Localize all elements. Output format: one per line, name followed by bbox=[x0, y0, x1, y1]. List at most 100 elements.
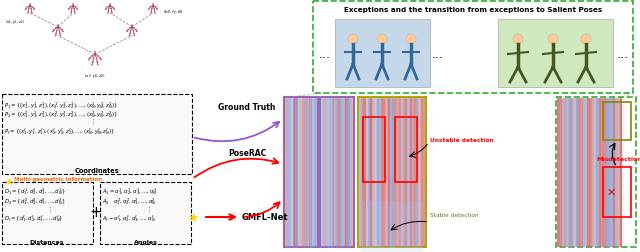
Text: ...: ... bbox=[319, 47, 331, 60]
Circle shape bbox=[70, 7, 72, 8]
Bar bbox=[608, 99, 609, 246]
Text: ✕: ✕ bbox=[606, 187, 616, 197]
Circle shape bbox=[131, 27, 132, 28]
Bar bbox=[363, 117, 385, 182]
Circle shape bbox=[513, 35, 523, 45]
Circle shape bbox=[133, 34, 134, 35]
Bar bbox=[416, 99, 417, 246]
Bar bbox=[599, 99, 600, 246]
Circle shape bbox=[33, 9, 34, 10]
Circle shape bbox=[136, 30, 137, 32]
Text: $P_1=\{(x_1^1,y_1^1,z_1^1),(x_2^1,y_2^1,z_2^1),\ldots,(x_N^1,y_N^1,z_N^1)\}$: $P_1=\{(x_1^1,y_1^1,z_1^1),(x_2^1,y_2^1,… bbox=[4, 100, 118, 110]
Circle shape bbox=[152, 4, 154, 5]
Bar bbox=[410, 99, 411, 246]
Bar bbox=[372, 99, 374, 246]
Bar bbox=[604, 99, 605, 246]
Text: Multi-geometric Information: Multi-geometric Information bbox=[14, 176, 102, 181]
Bar bbox=[284, 98, 318, 247]
Bar bbox=[340, 99, 341, 246]
Bar bbox=[379, 99, 380, 246]
Bar bbox=[100, 182, 191, 244]
Bar bbox=[414, 99, 415, 246]
Text: $(x_0,y_0,z_0)$: $(x_0,y_0,z_0)$ bbox=[84, 72, 106, 80]
Bar bbox=[605, 99, 607, 246]
Bar bbox=[336, 99, 337, 246]
Bar bbox=[338, 99, 339, 246]
Bar bbox=[578, 99, 579, 246]
Circle shape bbox=[74, 9, 75, 10]
Text: $D_2=\{d_1^2,d_2^2,d_3^2,\ldots,d_N^2\}$: $D_2=\{d_1^2,d_2^2,d_3^2,\ldots,d_N^2\}$ bbox=[4, 195, 66, 206]
Circle shape bbox=[72, 4, 74, 5]
Bar bbox=[603, 103, 631, 140]
Bar bbox=[306, 99, 307, 246]
Circle shape bbox=[134, 36, 135, 37]
Text: Stable detection: Stable detection bbox=[430, 212, 479, 217]
Circle shape bbox=[94, 54, 95, 55]
Bar bbox=[562, 99, 563, 246]
Text: Distances: Distances bbox=[29, 239, 64, 244]
Circle shape bbox=[129, 36, 130, 37]
Circle shape bbox=[61, 30, 63, 32]
Bar bbox=[320, 98, 354, 247]
Circle shape bbox=[130, 31, 131, 32]
Circle shape bbox=[74, 13, 76, 14]
Bar bbox=[615, 99, 616, 246]
Bar bbox=[370, 99, 371, 246]
Circle shape bbox=[34, 10, 35, 11]
Circle shape bbox=[93, 58, 94, 60]
Circle shape bbox=[149, 9, 150, 10]
Bar bbox=[556, 98, 636, 247]
Bar bbox=[294, 99, 296, 246]
Text: ...: ... bbox=[432, 47, 444, 60]
Bar bbox=[2, 94, 192, 174]
Bar bbox=[405, 99, 406, 246]
Bar bbox=[292, 99, 294, 246]
Bar bbox=[412, 99, 413, 246]
Bar bbox=[344, 99, 345, 246]
Bar bbox=[287, 99, 288, 246]
Bar bbox=[594, 99, 595, 246]
Bar bbox=[324, 99, 326, 246]
Bar bbox=[385, 99, 387, 246]
Bar bbox=[612, 99, 614, 246]
Circle shape bbox=[111, 13, 113, 14]
Circle shape bbox=[106, 9, 107, 10]
Circle shape bbox=[29, 6, 31, 7]
Bar bbox=[580, 99, 582, 246]
Bar bbox=[585, 99, 586, 246]
Bar bbox=[589, 99, 591, 246]
Circle shape bbox=[105, 10, 106, 11]
Circle shape bbox=[100, 60, 102, 61]
Text: ★: ★ bbox=[188, 211, 198, 224]
Circle shape bbox=[92, 65, 93, 66]
Circle shape bbox=[60, 28, 61, 30]
Bar bbox=[326, 99, 328, 246]
Bar bbox=[498, 20, 613, 88]
Circle shape bbox=[154, 7, 156, 8]
Circle shape bbox=[60, 36, 61, 37]
Circle shape bbox=[31, 13, 33, 14]
Bar bbox=[383, 99, 385, 246]
Circle shape bbox=[581, 35, 591, 45]
Circle shape bbox=[90, 58, 91, 59]
Text: Angles: Angles bbox=[134, 239, 158, 244]
Circle shape bbox=[133, 31, 134, 32]
Bar bbox=[351, 99, 352, 246]
Circle shape bbox=[150, 7, 152, 8]
Bar bbox=[289, 99, 290, 246]
Circle shape bbox=[88, 60, 90, 61]
Bar bbox=[564, 99, 565, 246]
Circle shape bbox=[92, 56, 93, 57]
Circle shape bbox=[55, 36, 56, 37]
Circle shape bbox=[72, 6, 74, 7]
Circle shape bbox=[134, 28, 135, 30]
Circle shape bbox=[69, 9, 70, 10]
Circle shape bbox=[377, 35, 387, 45]
Bar bbox=[328, 99, 330, 246]
Circle shape bbox=[76, 9, 77, 10]
Bar bbox=[376, 99, 378, 246]
Bar bbox=[298, 99, 300, 246]
Bar bbox=[364, 99, 365, 246]
Circle shape bbox=[56, 34, 57, 35]
Circle shape bbox=[154, 9, 155, 10]
